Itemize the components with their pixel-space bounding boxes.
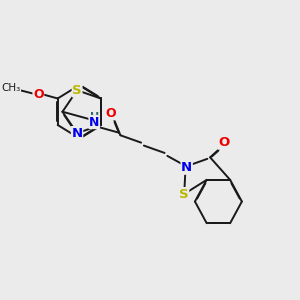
Text: CH₃: CH₃ xyxy=(1,83,20,93)
Text: N: N xyxy=(181,161,192,174)
Text: N: N xyxy=(89,116,99,128)
Text: O: O xyxy=(218,136,230,149)
Text: S: S xyxy=(72,84,82,97)
Text: N: N xyxy=(71,127,82,140)
Text: H: H xyxy=(90,112,99,122)
Text: O: O xyxy=(106,107,116,120)
Text: S: S xyxy=(179,188,189,201)
Text: O: O xyxy=(33,88,44,100)
